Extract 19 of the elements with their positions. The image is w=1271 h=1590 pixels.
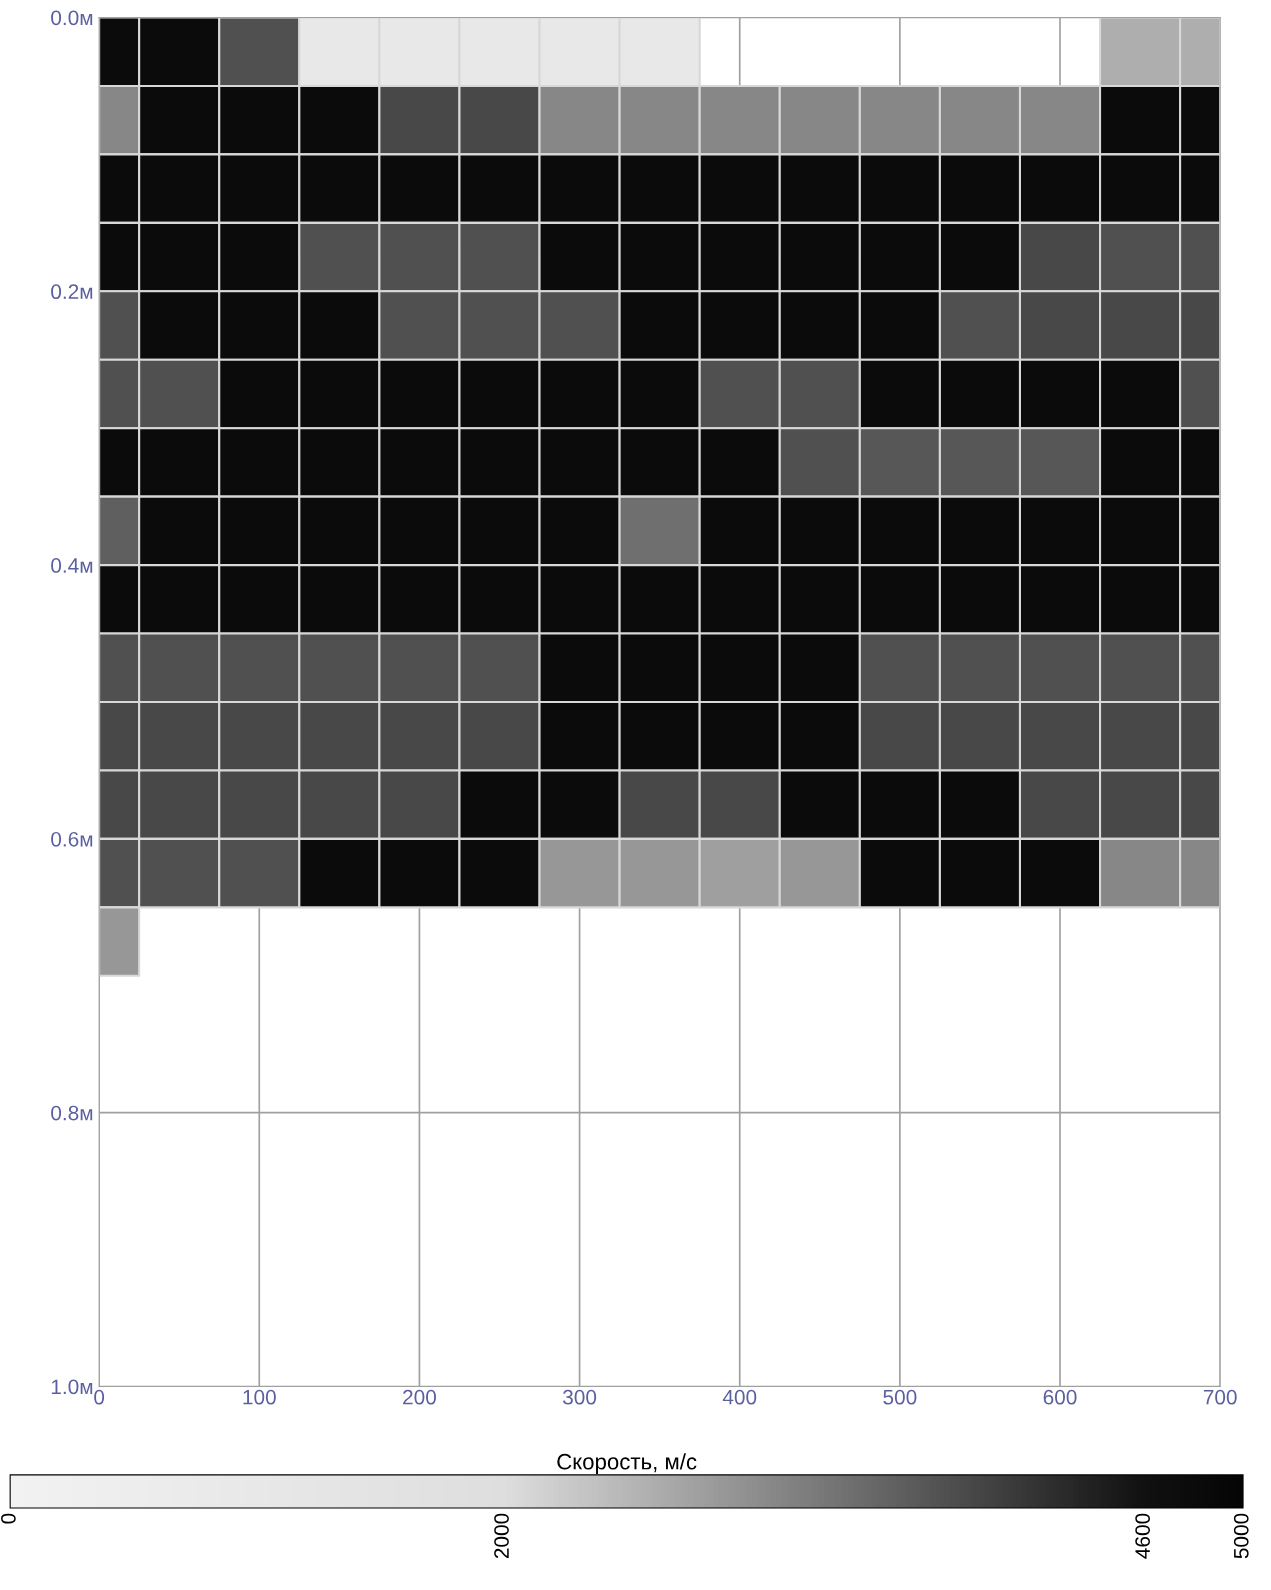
x-tick-label: 400 — [722, 1389, 757, 1405]
y-tick-label: 1.0м — [51, 1379, 93, 1395]
y-tick-label: 0.0м — [51, 10, 93, 26]
x-tick-label: 500 — [883, 1389, 917, 1405]
x-tick-label: 300 — [562, 1389, 597, 1405]
color-bar-label: 4600 — [1135, 1513, 1150, 1559]
y-tick-label: 0.6м — [51, 831, 93, 847]
x-tick-label: 0 — [94, 1389, 105, 1405]
color-bar-label: 2000 — [494, 1513, 509, 1559]
color-bar-label: 5000 — [1233, 1513, 1249, 1559]
x-tick-label: 200 — [403, 1389, 436, 1405]
color-bar-title: Скорость, м/с — [557, 1453, 697, 1474]
y-tick-label: 0.4м — [51, 558, 93, 573]
x-tick-label: 700 — [1203, 1389, 1237, 1405]
y-tick-label: 0.2м — [51, 284, 93, 300]
y-tick-label: 0.8м — [51, 1105, 93, 1121]
x-tick-label: 100 — [243, 1389, 276, 1405]
x-tick-label: 600 — [1043, 1389, 1077, 1405]
color-bar-label: 0 — [1, 1513, 16, 1524]
